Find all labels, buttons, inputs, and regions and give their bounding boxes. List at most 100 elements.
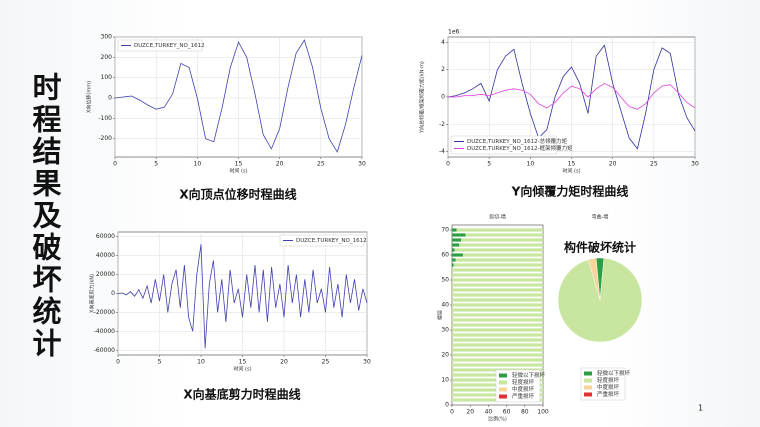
x-axis-label: 时间 (s)	[233, 366, 251, 373]
y-tick-label: 2	[441, 66, 445, 73]
legend-label: 轻微以下损坏	[597, 369, 631, 377]
y-tick-label: 4	[441, 39, 445, 46]
x-tick-label: 10	[527, 161, 535, 168]
bar-segment	[465, 233, 543, 237]
legend-label: 严重损坏	[512, 392, 535, 400]
bar-segment	[452, 328, 543, 332]
x-tick-label: 5	[487, 161, 491, 168]
bar-segment	[452, 248, 455, 252]
legend-box	[117, 39, 203, 52]
x-tick-label: 25	[317, 161, 325, 168]
chart-title: 构件破坏统计	[564, 240, 636, 255]
x-tick-label: 5	[154, 161, 158, 168]
series-line	[447, 44, 696, 150]
bar-segment	[461, 238, 543, 242]
pie-slice	[557, 257, 643, 343]
y-tick-label: 20000	[96, 271, 115, 278]
y-tick-label: -2	[439, 121, 445, 128]
y-tick-label: 40000	[96, 252, 115, 259]
x-tick-label: 20	[280, 359, 288, 366]
y-tick-label: -4	[439, 148, 445, 155]
bar-segment	[452, 338, 543, 342]
x-tick-label: 25	[322, 359, 330, 366]
bar-segment	[452, 268, 543, 272]
x-tick-label: 30	[691, 161, 699, 168]
x-axis-label: 时间 (s)	[229, 168, 247, 175]
legend-label: DUZCE,TURKEY_NO_1612	[134, 43, 205, 49]
x-tick-label: 5	[158, 359, 162, 366]
bar-segment	[453, 263, 543, 267]
series-line	[114, 39, 363, 153]
y-tick-label: 30	[441, 327, 449, 334]
y-tick-label: 0	[445, 402, 449, 409]
x-axis-label: 时间 (s)	[562, 168, 580, 175]
x-tick-label: 40	[485, 409, 493, 416]
legend-label: DUZCE,TURKEY_NO_1612-总倾覆力矩	[467, 137, 568, 145]
x-tick-label: 0	[446, 161, 450, 168]
bar-segment	[459, 243, 543, 247]
bar-segment	[452, 278, 543, 282]
x-axis-label: 比例(%)	[488, 416, 507, 423]
bar-segment	[452, 323, 543, 327]
legend-swatch	[584, 385, 592, 390]
y-tick-label: 60000	[96, 233, 115, 240]
y-tick-label: 20	[441, 352, 449, 359]
bar-segment	[452, 348, 543, 352]
y-axis-label: X向基底剪力(kN)	[89, 274, 96, 313]
page-number: 1	[698, 404, 703, 413]
series-line	[448, 82, 696, 110]
bar-segment	[452, 238, 462, 242]
x-tick-label: 0	[450, 409, 454, 416]
bar-segment	[452, 293, 543, 297]
bar-segment	[452, 363, 543, 367]
y-tick-label: -60000	[94, 347, 115, 354]
chart-caption: X向基底剪力时程曲线	[183, 387, 300, 402]
bar-segment	[462, 253, 543, 257]
y-tick-label: 200	[101, 54, 113, 61]
legend-label: 轻度损坏	[512, 378, 535, 386]
y-tick-label: -100	[98, 115, 112, 122]
x-tick-label: 0	[116, 359, 120, 366]
bar-segment	[452, 243, 460, 247]
legend-swatch	[499, 394, 507, 399]
y-tick-label: 0	[441, 94, 445, 101]
legend-box	[450, 135, 557, 155]
x-tick-label: 20	[466, 409, 474, 416]
y-axis-label: 楼层	[437, 310, 444, 320]
bar-segment	[452, 358, 543, 362]
x-tick-label: 60	[503, 409, 511, 416]
bar-segment	[452, 333, 543, 337]
x-tick-label: 15	[235, 161, 243, 168]
x-tick-label: 10	[197, 359, 205, 366]
y-tick-label: 40	[441, 302, 449, 309]
legend-swatch	[499, 380, 507, 385]
pie-slice	[588, 257, 601, 301]
bar-segment	[452, 343, 543, 347]
x-tick-label: 100	[537, 409, 549, 416]
bar-segment	[456, 228, 543, 232]
y-tick-label: 100	[101, 74, 113, 81]
bar-segment	[455, 258, 543, 262]
bar-segment	[452, 233, 466, 237]
chart-subtitle: 剪切-墙	[489, 214, 506, 221]
slide-title: 时程结果及破坏统计	[28, 72, 62, 360]
legend-swatch	[499, 387, 507, 392]
legend-label: DUZCE,TURKEY_NO_1612	[296, 238, 367, 244]
x-tick-label: 10	[194, 161, 202, 168]
bar-segment	[452, 263, 454, 267]
y-axis-label: Y向总倾覆/框架倾覆力矩(kN·m)	[419, 61, 426, 134]
legend-box	[279, 234, 365, 247]
chart-subtitle: 弯曲-墙	[592, 214, 609, 221]
axis-offset: 1e6	[448, 29, 460, 36]
legend-label: DUZCE,TURKEY_NO_1612-框架倾覆力矩	[467, 144, 573, 152]
y-tick-label: 60	[441, 252, 449, 259]
y-tick-label: 10	[441, 377, 449, 384]
bar-segment	[452, 308, 543, 312]
bar-segment	[452, 313, 543, 317]
y-tick-label: 50	[441, 277, 449, 284]
bar-segment	[452, 258, 456, 262]
bar-segment	[452, 303, 543, 307]
legend-label: 中度损坏	[597, 383, 620, 391]
